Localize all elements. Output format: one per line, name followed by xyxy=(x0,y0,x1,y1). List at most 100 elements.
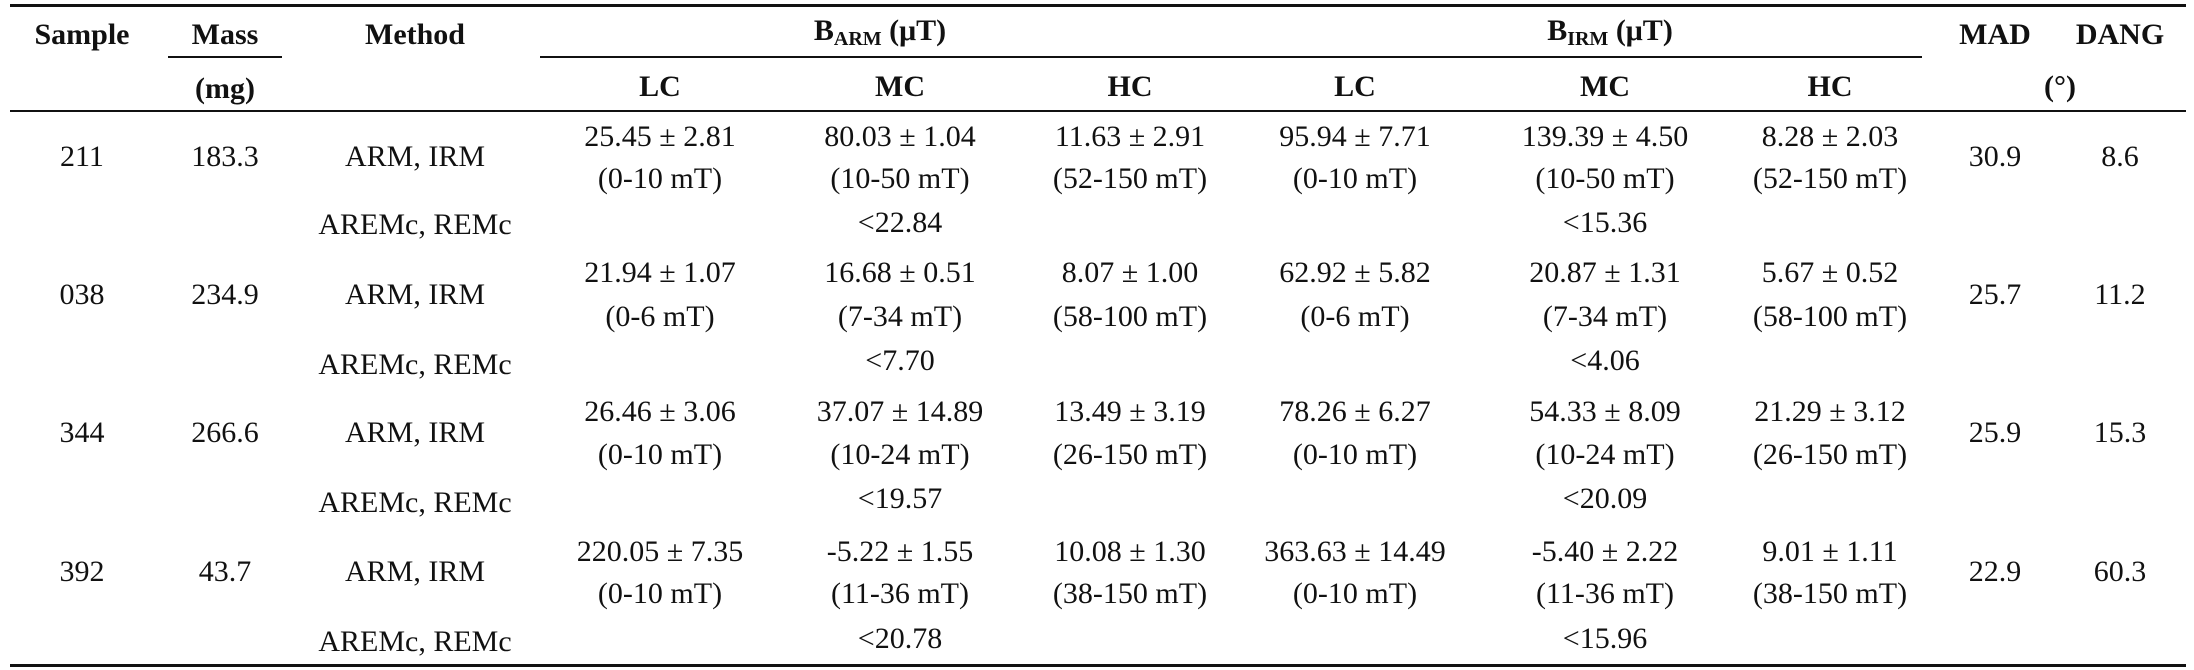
header-irm-hc: HC xyxy=(1807,70,1853,103)
arm-mc-range: (10-24 mT) xyxy=(830,438,970,471)
mad-value: 22.9 xyxy=(1968,555,2022,588)
arem-limit: <20.78 xyxy=(857,622,943,655)
header-arm-hc: HC xyxy=(1107,70,1153,103)
header-dang: DANG xyxy=(2075,18,2165,51)
irm-hc-value: 5.67 ± 0.52 xyxy=(1761,256,1899,289)
header-mass-unit: (mg) xyxy=(195,72,255,105)
irm-lc-value: 95.94 ± 7.71 xyxy=(1279,120,1431,153)
header-b-arm-unit: (μT) xyxy=(881,14,947,47)
header-method: Method xyxy=(365,18,465,51)
irm-hc-range: (38-150 mT) xyxy=(1752,577,1908,610)
irm-mc-range: (10-24 mT) xyxy=(1535,438,1675,471)
arm-lc-value: 220.05 ± 7.35 xyxy=(576,535,744,568)
sample-id: 344 xyxy=(59,416,105,449)
arem-limit: <22.84 xyxy=(857,206,943,239)
irm-mc-range: (7-34 mT) xyxy=(1542,300,1668,333)
arm-lc-range: (0-10 mT) xyxy=(597,162,723,195)
group-header-rule xyxy=(540,56,1922,58)
arm-mc-value: 37.07 ± 14.89 xyxy=(816,395,984,428)
header-irm-mc: MC xyxy=(1580,70,1630,103)
irm-hc-value: 8.28 ± 2.03 xyxy=(1761,120,1899,153)
header-b-arm-main: B xyxy=(813,14,834,47)
method-alt: AREMc, REMc xyxy=(318,208,512,241)
arm-hc-value: 11.63 ± 2.91 xyxy=(1054,120,1206,153)
arm-hc-value: 13.49 ± 3.19 xyxy=(1054,395,1206,428)
mad-value: 25.9 xyxy=(1968,416,2022,449)
irm-lc-range: (0-6 mT) xyxy=(1300,300,1410,333)
irm-lc-range: (0-10 mT) xyxy=(1292,577,1418,610)
irm-lc-value: 363.63 ± 14.49 xyxy=(1264,535,1446,568)
mass-value: 234.9 xyxy=(191,278,259,311)
arm-mc-range: (11-36 mT) xyxy=(830,577,970,610)
mass-value: 183.3 xyxy=(191,140,259,173)
header-arm-mc: MC xyxy=(875,70,925,103)
arm-mc-value: 16.68 ± 0.51 xyxy=(824,256,976,289)
method-main: ARM, IRM xyxy=(344,416,486,449)
header-b-irm-unit: (μT) xyxy=(1608,14,1673,47)
arm-hc-range: (58-100 mT) xyxy=(1052,300,1208,333)
arm-mc-range: (10-50 mT) xyxy=(830,162,970,195)
header-mass: Mass xyxy=(191,18,259,51)
arm-lc-range: (0-6 mT) xyxy=(605,300,715,333)
irm-mc-range: (10-50 mT) xyxy=(1535,162,1675,195)
arm-lc-range: (0-10 mT) xyxy=(597,438,723,471)
mass-underline xyxy=(168,56,282,58)
arm-hc-value: 10.08 ± 1.30 xyxy=(1054,535,1206,568)
sample-id: 392 xyxy=(59,555,105,588)
arm-mc-value: -5.22 ± 1.55 xyxy=(826,535,974,568)
header-b-arm: BARM (μT) xyxy=(720,14,1040,50)
rem-limit: <20.09 xyxy=(1562,482,1648,515)
irm-mc-value: 54.33 ± 8.09 xyxy=(1529,395,1681,428)
arm-mc-range: (7-34 mT) xyxy=(837,300,963,333)
arem-limit: <19.57 xyxy=(857,482,943,515)
irm-mc-value: 139.39 ± 4.50 xyxy=(1521,120,1689,153)
header-arm-lc: LC xyxy=(639,70,681,103)
header-bottom-rule xyxy=(10,110,2186,112)
irm-hc-value: 9.01 ± 1.11 xyxy=(1762,535,1898,568)
arm-lc-range: (0-10 mT) xyxy=(597,577,723,610)
irm-hc-range: (52-150 mT) xyxy=(1752,162,1908,195)
irm-mc-value: -5.40 ± 2.22 xyxy=(1531,535,1679,568)
bottom-rule xyxy=(10,664,2186,667)
irm-lc-value: 78.26 ± 6.27 xyxy=(1279,395,1431,428)
irm-lc-value: 62.92 ± 5.82 xyxy=(1279,256,1431,289)
rem-limit: <15.36 xyxy=(1562,206,1648,239)
arm-hc-range: (38-150 mT) xyxy=(1052,577,1208,610)
method-main: ARM, IRM xyxy=(344,555,486,588)
mad-value: 25.7 xyxy=(1968,278,2022,311)
header-irm-lc: LC xyxy=(1334,70,1376,103)
method-alt: AREMc, REMc xyxy=(318,486,512,519)
method-alt: AREMc, REMc xyxy=(318,625,512,658)
sample-id: 211 xyxy=(60,140,104,173)
rem-limit: <4.06 xyxy=(1570,344,1640,377)
dang-value: 15.3 xyxy=(2093,416,2147,449)
irm-hc-value: 21.29 ± 3.12 xyxy=(1754,395,1906,428)
arm-hc-range: (26-150 mT) xyxy=(1052,438,1208,471)
irm-hc-range: (26-150 mT) xyxy=(1752,438,1908,471)
method-main: ARM, IRM xyxy=(344,278,486,311)
dang-value: 8.6 xyxy=(2101,140,2139,173)
irm-mc-value: 20.87 ± 1.31 xyxy=(1529,256,1681,289)
irm-lc-range: (0-10 mT) xyxy=(1292,162,1418,195)
arm-hc-range: (52-150 mT) xyxy=(1052,162,1208,195)
arm-lc-value: 21.94 ± 1.07 xyxy=(584,256,736,289)
mass-value: 266.6 xyxy=(191,416,259,449)
header-mad: MAD xyxy=(1959,18,2031,51)
arm-lc-value: 25.45 ± 2.81 xyxy=(584,120,736,153)
irm-mc-range: (11-36 mT) xyxy=(1535,577,1675,610)
arm-mc-value: 80.03 ± 1.04 xyxy=(824,120,976,153)
arm-lc-value: 26.46 ± 3.06 xyxy=(584,395,736,428)
mad-value: 30.9 xyxy=(1968,140,2022,173)
irm-hc-range: (58-100 mT) xyxy=(1752,300,1908,333)
header-deg-unit: (°) xyxy=(2044,70,2076,103)
header-b-irm: BIRM (μT) xyxy=(1450,14,1770,50)
irm-lc-range: (0-10 mT) xyxy=(1292,438,1418,471)
arm-hc-value: 8.07 ± 1.00 xyxy=(1061,256,1199,289)
sample-id: 038 xyxy=(59,278,105,311)
dang-value: 11.2 xyxy=(2094,278,2146,311)
method-main: ARM, IRM xyxy=(344,140,486,173)
method-alt: AREMc, REMc xyxy=(318,348,512,381)
header-b-irm-sub: IRM xyxy=(1567,28,1609,50)
header-b-arm-sub: ARM xyxy=(833,28,882,50)
